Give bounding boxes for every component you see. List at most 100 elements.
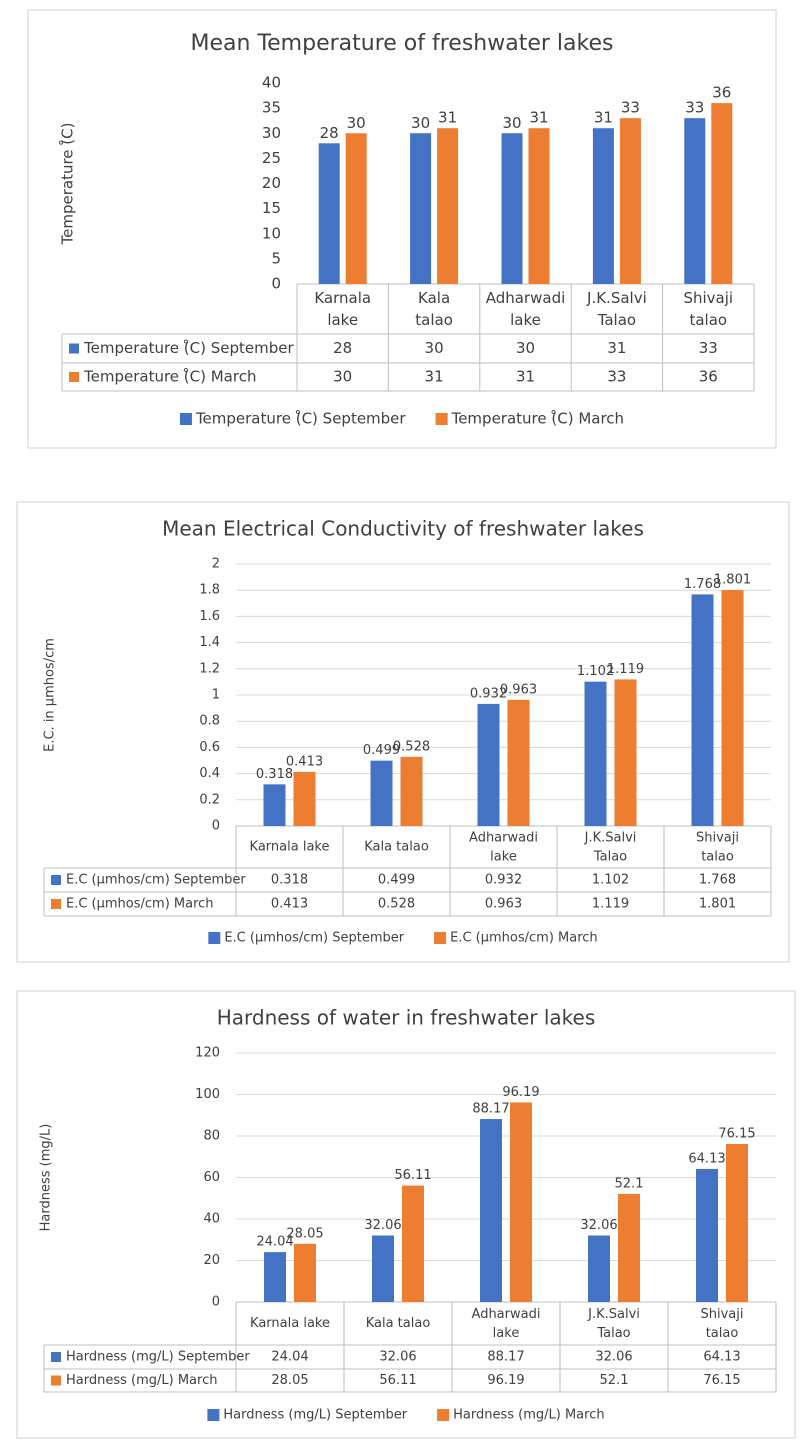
table-row-label: Temperature (̊C) September bbox=[83, 339, 294, 357]
table-cell: 33 bbox=[607, 368, 626, 386]
data-label: 24.04 bbox=[256, 1235, 293, 1250]
chart-frame bbox=[16, 501, 790, 963]
chart-title: Hardness of water in freshwater lakes bbox=[217, 1006, 596, 1030]
data-label: 64.13 bbox=[688, 1151, 725, 1166]
bar bbox=[528, 128, 550, 284]
x-tick-label: Kala talao bbox=[415, 289, 453, 329]
x-tick-label: Karnala lake bbox=[250, 1316, 330, 1331]
bar bbox=[711, 103, 733, 284]
legend-key bbox=[437, 1409, 450, 1421]
bar bbox=[402, 1185, 424, 1302]
table-legend-key bbox=[51, 899, 61, 909]
legend-label: E.C (µmhos/cm) March bbox=[450, 931, 598, 946]
chart-frame bbox=[27, 9, 777, 449]
table-cell: 52.1 bbox=[600, 1373, 629, 1388]
y-tick-label: 120 bbox=[195, 1046, 220, 1061]
table-row-label: Hardness (mg/L) September bbox=[66, 1350, 250, 1365]
y-tick-label: 2 bbox=[212, 557, 220, 572]
y-tick-label: 20 bbox=[203, 1253, 220, 1268]
legend-key bbox=[434, 932, 447, 944]
x-tick-label: Adharwadi lake bbox=[486, 289, 566, 329]
bar bbox=[264, 1252, 286, 1302]
y-axis-label: Hardness (mg/L) bbox=[39, 1124, 54, 1232]
bar bbox=[726, 1143, 748, 1302]
data-label: 0.528 bbox=[393, 739, 430, 754]
legend-label: Hardness (mg/L) March bbox=[453, 1408, 604, 1423]
table-cell: 36 bbox=[699, 368, 718, 386]
bar bbox=[400, 756, 423, 826]
y-tick-label: 1.2 bbox=[199, 661, 220, 676]
data-label: 1.102 bbox=[577, 664, 614, 679]
bar bbox=[614, 679, 637, 826]
data-label: 0.413 bbox=[286, 754, 323, 769]
legend-key bbox=[207, 1409, 220, 1421]
bar bbox=[721, 590, 744, 826]
y-tick-label: 80 bbox=[203, 1129, 220, 1144]
y-tick-label: 0 bbox=[212, 1295, 220, 1310]
data-label: 30 bbox=[502, 114, 521, 132]
table-cell: 64.13 bbox=[703, 1350, 740, 1365]
legend-key bbox=[435, 413, 448, 425]
table-cell: 1.801 bbox=[699, 897, 736, 912]
table-cell: 88.17 bbox=[487, 1350, 524, 1365]
table-cell: 0.528 bbox=[378, 897, 415, 912]
bar bbox=[584, 681, 607, 826]
y-axis-label: E.C. in µmhos/cm bbox=[43, 638, 58, 752]
bar bbox=[345, 133, 367, 284]
bar bbox=[293, 771, 316, 826]
x-tick-label: Karnala lake bbox=[314, 289, 371, 329]
table-cell: 30 bbox=[425, 339, 444, 357]
bar bbox=[410, 133, 432, 284]
table-cell: 32.06 bbox=[379, 1350, 416, 1365]
chart-title: Mean Temperature of freshwater lakes bbox=[191, 31, 614, 56]
bar bbox=[510, 1102, 532, 1302]
data-label: 33 bbox=[621, 99, 640, 117]
table-cell: 56.11 bbox=[379, 1373, 416, 1388]
table-legend-key bbox=[51, 1375, 61, 1386]
x-tick-label: Karnala lake bbox=[250, 840, 330, 855]
bar bbox=[691, 594, 714, 826]
legend-key bbox=[208, 932, 221, 944]
y-tick-label: 0.2 bbox=[199, 792, 220, 807]
legend-key bbox=[179, 413, 192, 425]
y-tick-label: 0 bbox=[212, 819, 220, 834]
table-legend-key bbox=[51, 1352, 61, 1362]
y-tick-label: 1 bbox=[212, 688, 220, 703]
data-label: 30 bbox=[411, 114, 430, 132]
table-cell: 28 bbox=[333, 339, 352, 357]
x-tick-label: Shivaji talao bbox=[683, 289, 733, 329]
bar bbox=[588, 1235, 610, 1302]
data-label: 0.499 bbox=[363, 743, 400, 758]
table-cell: 1.102 bbox=[592, 873, 629, 888]
data-label: 33 bbox=[685, 99, 704, 117]
legend-label: Temperature (̊C) March bbox=[451, 410, 624, 428]
bar bbox=[480, 1119, 502, 1302]
data-label: 96.19 bbox=[502, 1085, 539, 1100]
table-cell: 31 bbox=[607, 339, 626, 357]
data-label: 0.932 bbox=[470, 686, 507, 701]
y-tick-label: 1.8 bbox=[199, 583, 220, 598]
data-label: 76.15 bbox=[718, 1126, 755, 1141]
y-tick-label: 35 bbox=[262, 99, 281, 117]
data-label: 31 bbox=[529, 109, 548, 127]
table-cell: 31 bbox=[516, 368, 535, 386]
x-tick-label: Kala talao bbox=[364, 840, 429, 855]
table-row-label: E.C (µmhos/cm) March bbox=[66, 897, 214, 912]
bar bbox=[618, 1193, 640, 1302]
y-tick-label: 0.4 bbox=[199, 766, 220, 781]
bar bbox=[477, 703, 500, 826]
table-legend-key bbox=[51, 875, 61, 885]
bar bbox=[263, 784, 286, 826]
bar bbox=[437, 128, 459, 284]
data-label: 0.963 bbox=[500, 682, 537, 697]
x-tick-label: Shivaji talao bbox=[701, 1307, 744, 1341]
x-tick-label: J.K.Salvi Talao bbox=[587, 1307, 640, 1341]
table-cell: 32.06 bbox=[595, 1350, 632, 1365]
y-tick-label: 0.8 bbox=[199, 714, 220, 729]
data-label: 1.768 bbox=[684, 577, 721, 592]
table-cell: 31 bbox=[425, 368, 444, 386]
table-cell: 0.318 bbox=[271, 873, 308, 888]
bar bbox=[619, 118, 641, 284]
bar bbox=[592, 128, 614, 284]
